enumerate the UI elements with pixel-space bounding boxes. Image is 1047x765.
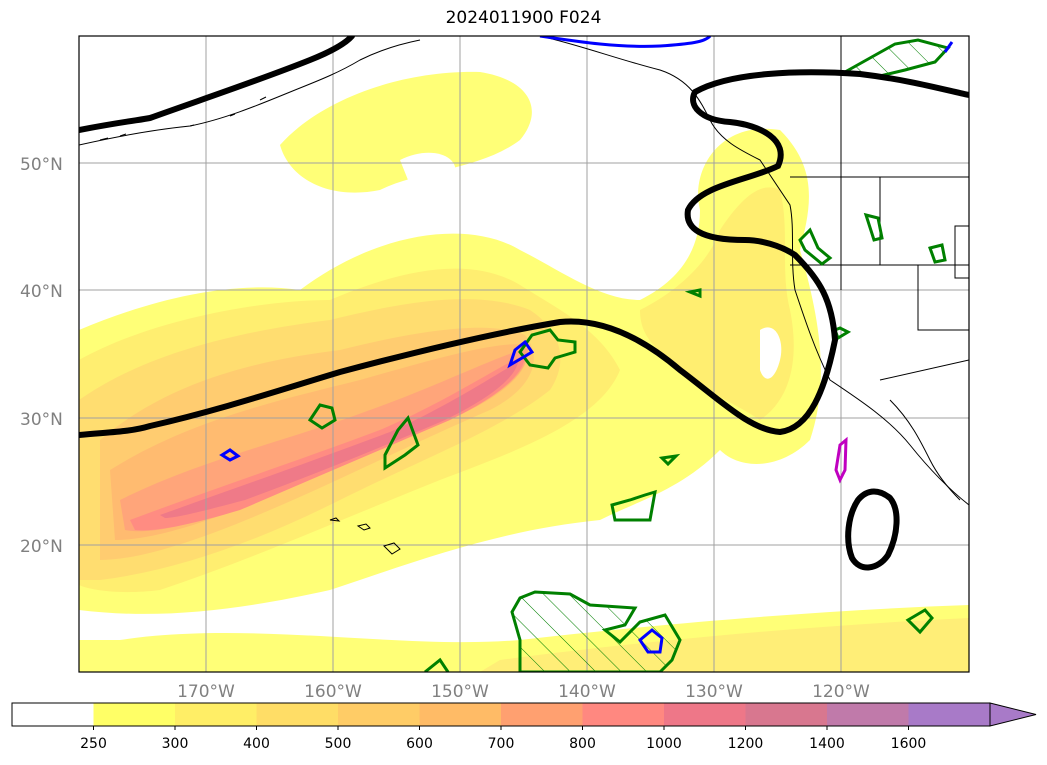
green-contour-1 [307, 403, 337, 430]
blue-contour-3 [638, 628, 664, 654]
green-contour-3 [518, 328, 577, 370]
colorbar-label: 600 [406, 736, 433, 752]
ivt-ar-700 [120, 348, 529, 532]
colorbar-swatch [745, 703, 828, 726]
colorbar-swatch [12, 703, 94, 726]
blue-contour-5 [943, 41, 954, 53]
colorbar-swatch [827, 703, 909, 726]
ivt-coast-300 [640, 187, 794, 420]
colorbar-label: 1200 [728, 736, 764, 752]
hatched-region-south [510, 590, 682, 672]
black-contour-north [79, 36, 355, 133]
lon-label-160w: 160°W [304, 682, 362, 702]
colorbar-label: 1000 [646, 736, 682, 752]
colorbar-swatch [582, 703, 665, 726]
colorbar-swatch [256, 703, 339, 726]
green-contour-5 [658, 453, 681, 467]
black-contour-main [79, 69, 969, 438]
black-contour-loop [845, 488, 900, 571]
lon-label-130w: 130°W [685, 682, 743, 702]
colorbar-swatch [93, 703, 176, 726]
colorbar-swatch [908, 703, 991, 726]
green-contour-8 [863, 212, 884, 242]
colorbar-extend-arrow [989, 702, 1037, 727]
lon-label-150w: 150°W [431, 682, 489, 702]
green-contours [307, 212, 947, 672]
ivt-ar-1000 [160, 362, 518, 518]
map-title: 2024011900 F024 [445, 8, 602, 28]
blue-contour-1 [507, 339, 535, 369]
ivt-coast-hole [760, 327, 782, 379]
lat-label-40n: 40°N [20, 282, 63, 302]
ivt-shading [79, 71, 969, 672]
colorbar-swatch [501, 703, 583, 726]
colorbar-label: 1600 [891, 736, 927, 752]
lon-label-140w: 140°W [558, 682, 616, 702]
aleutian-islands [99, 96, 267, 141]
colorbar-swatch [175, 703, 257, 726]
ivt-ar-800 [130, 355, 525, 531]
lat-label-30n: 30°N [20, 410, 63, 430]
colorbar: 250 300 400 500 600 700 800 1000 1200 1400 1600 [11, 702, 1037, 752]
ivt-north-blob-250 [280, 71, 532, 193]
lat-label-50n: 50°N [20, 155, 63, 175]
blue-contour-2 [219, 448, 241, 462]
green-contour-10 [905, 608, 934, 635]
lat-label-20n: 20°N [20, 537, 63, 557]
lon-label-120w: 120°W [812, 682, 870, 702]
colorbar-label: 800 [569, 736, 596, 752]
magenta-contour [834, 436, 848, 484]
lon-label-170w: 170°W [177, 682, 235, 702]
green-contour-2 [383, 415, 420, 471]
green-contour-7 [798, 227, 833, 266]
green-contour-4 [610, 489, 657, 522]
baja-peninsula [889, 399, 961, 501]
colorbar-label: 500 [325, 736, 352, 752]
blue-contours [219, 36, 954, 654]
green-contour-9 [928, 243, 947, 264]
colorbar-label: 700 [488, 736, 515, 752]
map-frame [78, 35, 970, 673]
black-contours [79, 36, 969, 571]
green-contour-11 [424, 657, 450, 672]
colorbar-label: 300 [162, 736, 189, 752]
green-hatched-regions [510, 38, 951, 672]
colorbar-swatch [664, 703, 746, 726]
alaska-coast [79, 39, 421, 146]
blue-contour-4 [539, 36, 712, 48]
mexico-border [879, 359, 969, 381]
alaska-coast-south [539, 36, 969, 506]
colorbar-swatch [419, 703, 502, 726]
green-contour-12 [684, 288, 702, 299]
colorbar-label: 250 [80, 736, 107, 752]
colorbar-swatch [338, 703, 420, 726]
colorbar-label: 1400 [809, 736, 845, 752]
colorbar-label: 400 [243, 736, 270, 752]
hawaii-islands [329, 517, 401, 555]
